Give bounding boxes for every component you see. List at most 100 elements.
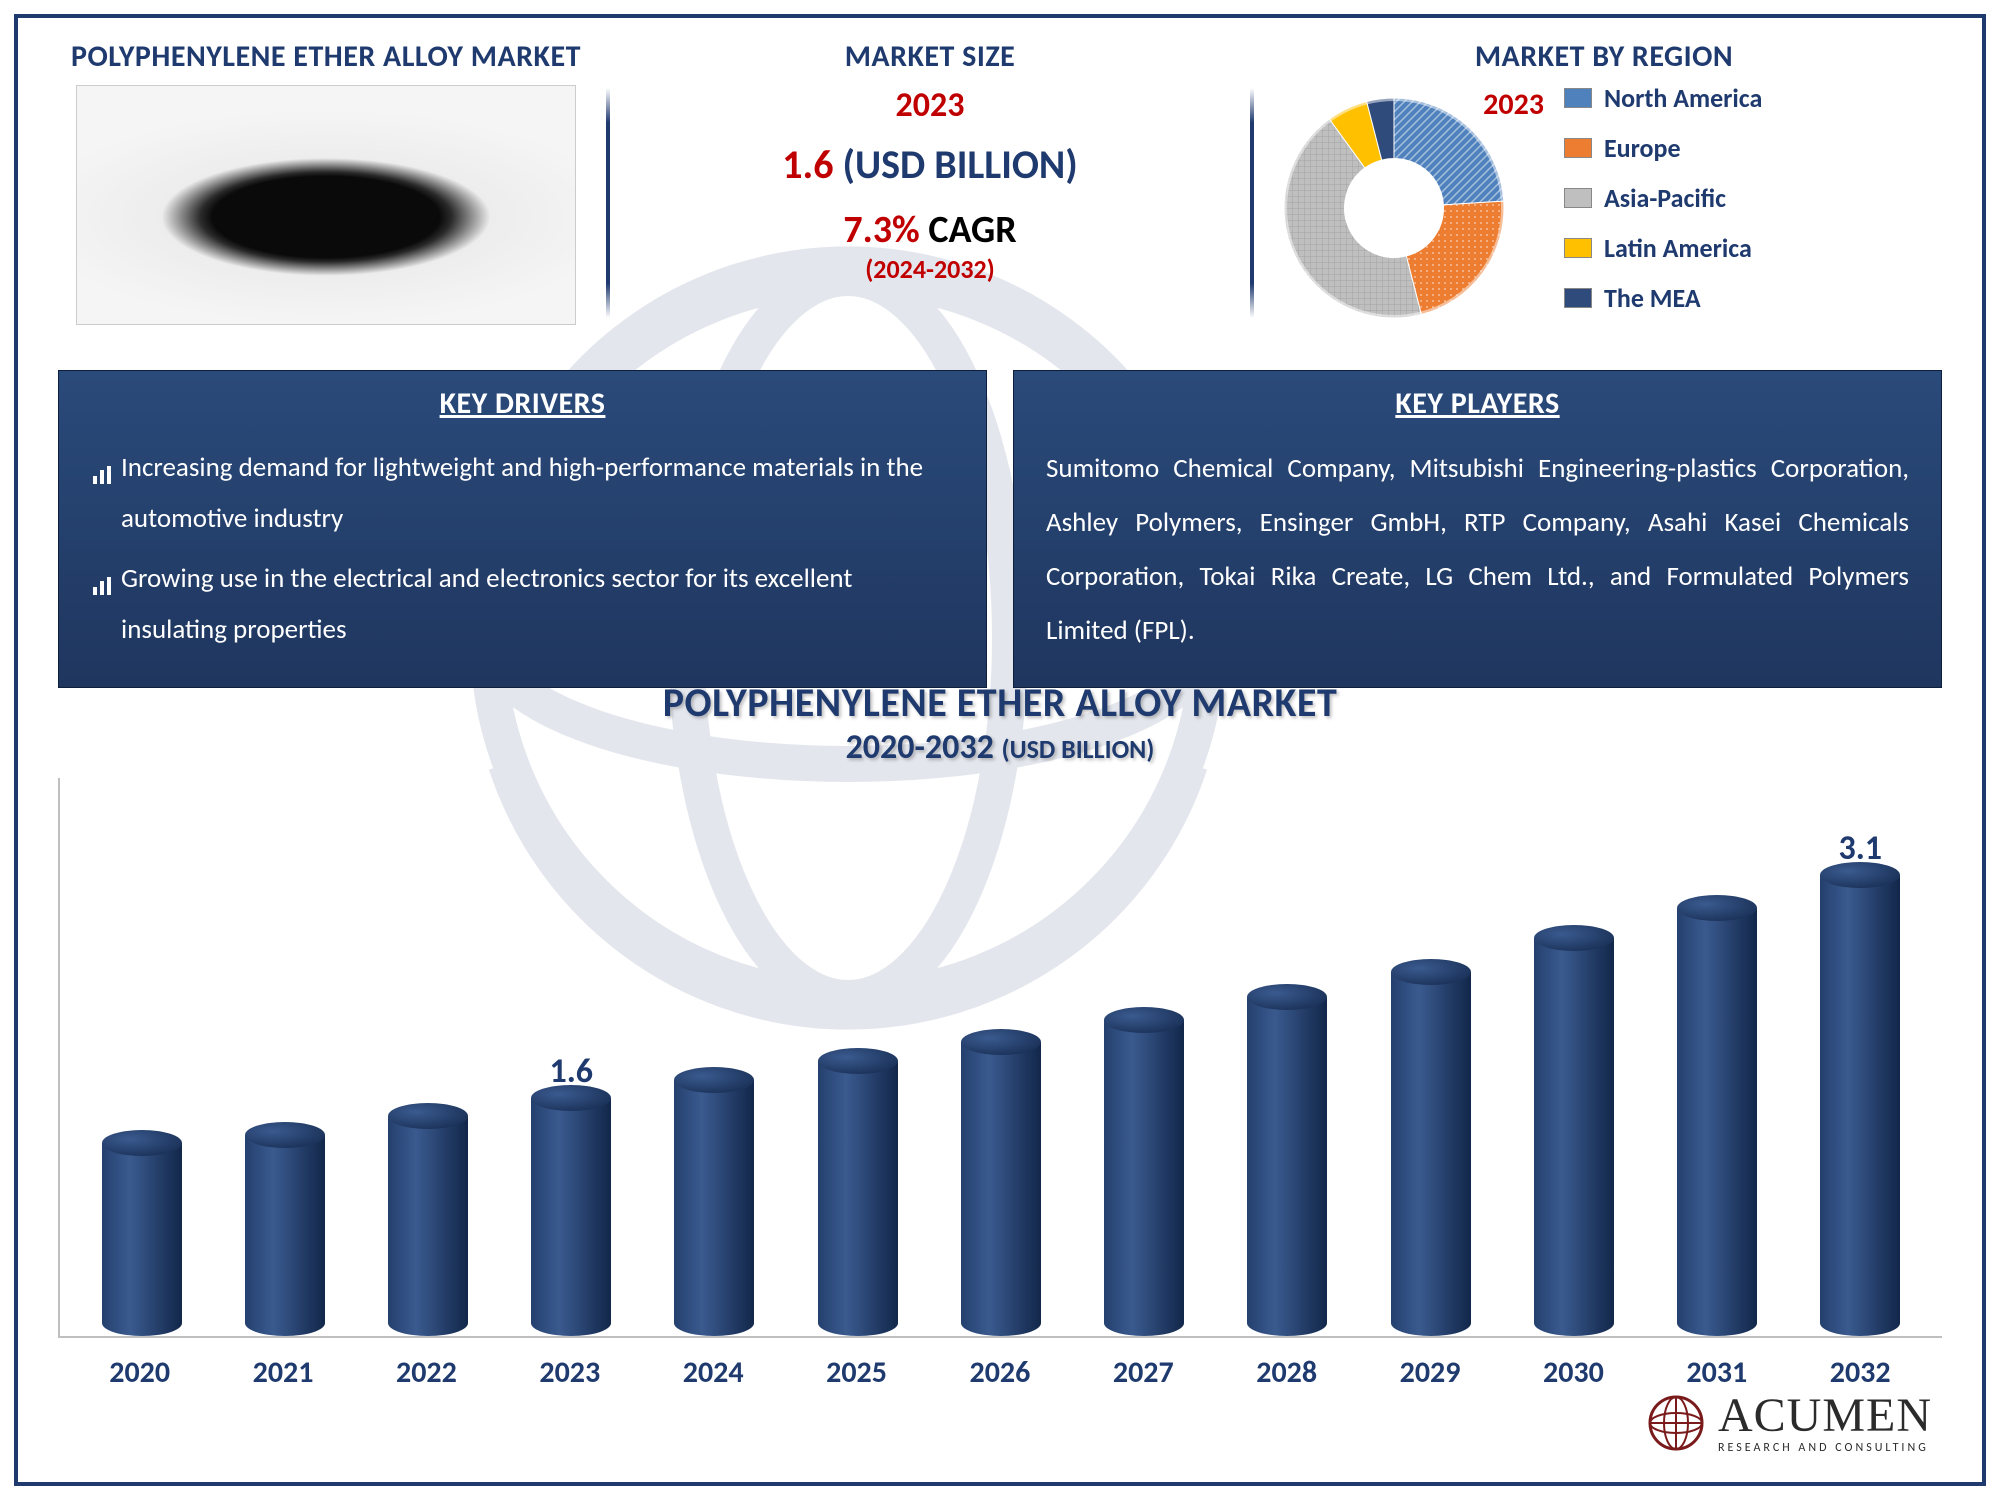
- bar-body: [1391, 972, 1471, 1336]
- bar-cylinder: [1104, 1020, 1184, 1336]
- x-tick: 2022: [381, 1354, 471, 1391]
- bars-container: 1.6: [60, 778, 1942, 1336]
- donut-chart: [1254, 38, 1554, 358]
- bar: 1.6: [526, 1098, 616, 1336]
- x-tick: 2026: [955, 1354, 1045, 1391]
- bar-top-ellipse: [961, 1029, 1041, 1055]
- bar-cylinder: [1391, 972, 1471, 1336]
- legend-item: Europe: [1564, 132, 1954, 164]
- bar-chart-x-axis: 2020202120222023202420252026202720282029…: [58, 1338, 1942, 1391]
- product-image: [76, 85, 576, 325]
- driver-item: Growing use in the electrical and electr…: [91, 553, 954, 656]
- logo-sub: RESEARCH AND CONSULTING: [1718, 1442, 1932, 1454]
- x-tick: 2030: [1528, 1354, 1618, 1391]
- legend-swatch: [1564, 288, 1592, 308]
- bar-top-ellipse: [1534, 925, 1614, 951]
- outer-frame: POLYPHENYLENE ETHER ALLOY MARKET MARKET …: [14, 14, 1986, 1486]
- bar-chart-title: POLYPHENYLENE ETHER ALLOY MARKET: [58, 678, 1942, 727]
- legend-item: North America: [1564, 82, 1954, 114]
- legend-item: Asia-Pacific: [1564, 182, 1954, 214]
- cagr-line: 7.3% CAGR: [610, 207, 1250, 253]
- bar-body: [961, 1042, 1041, 1336]
- key-players-title: KEY PLAYERS: [1046, 385, 1909, 422]
- globe-icon: [1646, 1393, 1706, 1453]
- bar-bullet-icon: [91, 553, 121, 656]
- bar-cylinder: [245, 1135, 325, 1336]
- region-legend: North America Europe Asia-Pacific Latin Ame…: [1554, 38, 1954, 358]
- x-tick: 2023: [525, 1354, 615, 1391]
- legend-label: Asia-Pacific: [1604, 182, 1726, 214]
- x-tick: 2020: [95, 1354, 185, 1391]
- legend-item: The MEA: [1564, 282, 1954, 314]
- bar-body: [102, 1143, 182, 1336]
- bar-top-ellipse: [1677, 895, 1757, 921]
- x-tick: 2021: [238, 1354, 328, 1391]
- bar-top-ellipse: [818, 1048, 898, 1074]
- legend-label: The MEA: [1604, 282, 1701, 314]
- bar-top-ellipse: [674, 1067, 754, 1093]
- x-tick: 2025: [812, 1354, 902, 1391]
- region-column: MARKET BY REGION 2023 North AmericaEurop…: [1254, 38, 1954, 358]
- bar-body: [1104, 1020, 1184, 1336]
- bar-top-ellipse: [1820, 862, 1900, 888]
- bar: [97, 1143, 187, 1336]
- bar-top-ellipse: [245, 1122, 325, 1148]
- bar-bullet-icon: [91, 442, 121, 545]
- x-tick: 2029: [1385, 1354, 1475, 1391]
- bar-chart-years: 2020-2032: [846, 727, 994, 768]
- x-tick: 2031: [1672, 1354, 1762, 1391]
- bar-chart-plot: 1.6: [58, 778, 1942, 1338]
- bar-cylinder: [1247, 997, 1327, 1336]
- product-column: POLYPHENYLENE ETHER ALLOY MARKET: [46, 38, 606, 358]
- bar-cylinder: [531, 1098, 611, 1336]
- market-size-unit: (USD BILLION): [843, 140, 1078, 189]
- key-drivers-title: KEY DRIVERS: [91, 385, 954, 422]
- cagr-range: (2024-2032): [610, 253, 1250, 285]
- cagr-label: CAGR: [928, 207, 1016, 253]
- bar-body: [388, 1116, 468, 1336]
- x-tick: 2032: [1815, 1354, 1905, 1391]
- bar-body: [1677, 908, 1757, 1336]
- legend-swatch: [1564, 188, 1592, 208]
- bar-chart-unit: (USD BILLION): [1002, 733, 1155, 765]
- bar-top-ellipse: [102, 1130, 182, 1156]
- driver-text: Growing use in the electrical and electr…: [121, 553, 954, 656]
- drivers-list: Increasing demand for lightweight and hi…: [91, 442, 954, 655]
- bar-cylinder: [1677, 908, 1757, 1336]
- x-tick: 2028: [1242, 1354, 1332, 1391]
- x-tick: 2024: [668, 1354, 758, 1391]
- bar-body: [1820, 875, 1900, 1336]
- bar-chart-subtitle: 2020-2032 (USD BILLION): [58, 727, 1942, 768]
- bar-top-ellipse: [1247, 984, 1327, 1010]
- bar-body: [531, 1098, 611, 1336]
- logo-main: ACUMEN: [1718, 1392, 1932, 1440]
- bar: [383, 1116, 473, 1336]
- bar-chart-section: POLYPHENYLENE ETHER ALLOY MARKET 2020-20…: [58, 678, 1942, 1452]
- market-size-year: 2023: [610, 85, 1250, 126]
- market-size-number: 1.6: [782, 140, 833, 189]
- market-size-column: MARKET SIZE 2023 1.6 (USD BILLION) 7.3% …: [610, 38, 1250, 358]
- legend-label: Europe: [1604, 132, 1681, 164]
- bar: [1242, 997, 1332, 1336]
- legend-swatch: [1564, 238, 1592, 258]
- market-size-value: 1.6 (USD BILLION): [610, 140, 1250, 189]
- bar-cylinder: [961, 1042, 1041, 1336]
- bar-top-ellipse: [531, 1085, 611, 1111]
- bar: 3.1: [1815, 875, 1905, 1336]
- bar-top-ellipse: [1104, 1007, 1184, 1033]
- legend-label: North America: [1604, 82, 1762, 114]
- bar-cylinder: [388, 1116, 468, 1336]
- bar-top-ellipse: [1391, 959, 1471, 985]
- key-players-text: Sumitomo Chemical Company, Mitsubishi En…: [1046, 442, 1909, 658]
- legend-label: Latin America: [1604, 232, 1752, 264]
- bar: [1099, 1020, 1189, 1336]
- bar: [956, 1042, 1046, 1336]
- legend-swatch: [1564, 88, 1592, 108]
- bar-body: [245, 1135, 325, 1336]
- bar: [240, 1135, 330, 1336]
- bar: [813, 1061, 903, 1336]
- brand-logo: ACUMEN RESEARCH AND CONSULTING: [1646, 1392, 1932, 1454]
- product-title: POLYPHENYLENE ETHER ALLOY MARKET: [46, 38, 606, 75]
- bar: [1386, 972, 1476, 1336]
- bar-body: [1534, 938, 1614, 1336]
